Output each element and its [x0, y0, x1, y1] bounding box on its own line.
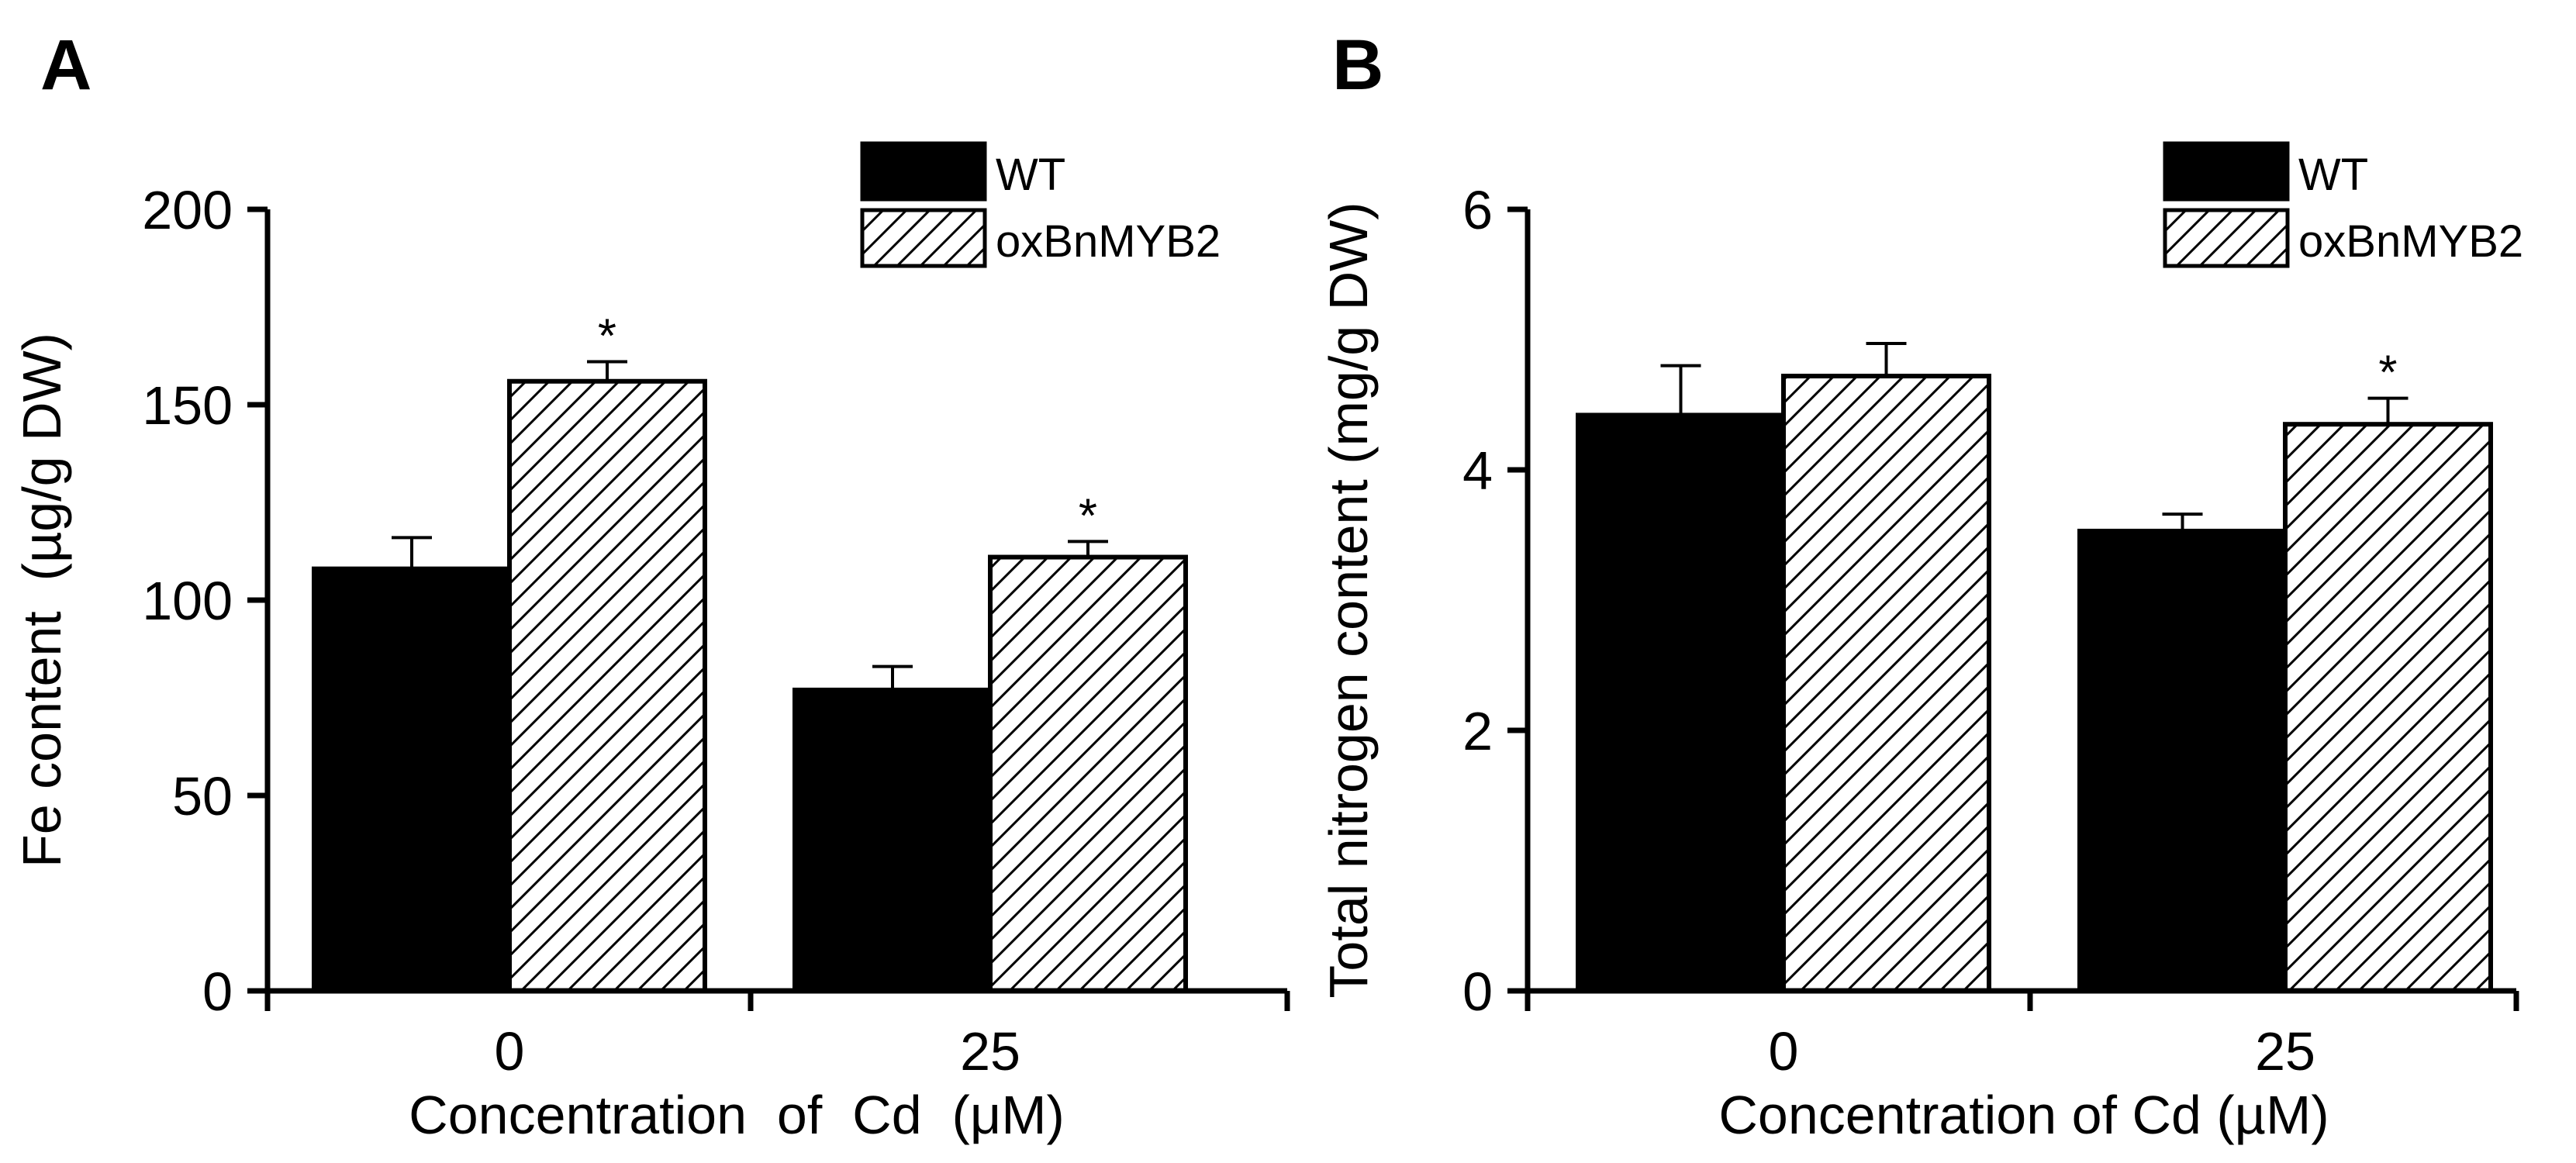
bar-wt-0 — [312, 566, 512, 993]
error-bar-oxbnmyb2-0 — [587, 360, 627, 381]
x-tick-label: 25 — [2255, 1021, 2315, 1082]
x-tick-label: 0 — [1769, 1021, 1799, 1082]
legend-label-oxbnmyb2: oxBnMYB2 — [2298, 216, 2523, 267]
significance-mark: * — [2378, 347, 2397, 400]
bar-oxbnmyb2-0 — [507, 378, 707, 993]
y-tick-label: 0 — [1462, 961, 1493, 1022]
y-tick-label: 150 — [142, 375, 233, 436]
y-tick-label: 200 — [142, 180, 233, 240]
x-axis-title: Concentration of Cd (µM) — [1718, 1085, 2329, 1145]
bar-wt-25 — [792, 687, 993, 993]
y-tick-label: 2 — [1462, 701, 1493, 761]
error-bar-oxbnmyb2-0 — [1866, 342, 1907, 377]
legend-label-oxbnmyb2: oxBnMYB2 — [996, 216, 1221, 267]
error-bar-wt-0 — [1660, 364, 1701, 416]
legend-label-wt: WT — [996, 150, 1065, 200]
bar-oxbnmyb2-25 — [988, 554, 1188, 993]
error-bar-oxbnmyb2-25 — [1068, 540, 1108, 557]
error-bar-oxbnmyb2-25 — [2367, 396, 2409, 425]
legend-swatch-wt — [860, 141, 987, 202]
error-bar-wt-25 — [872, 664, 913, 690]
x-tick-label: 0 — [495, 1021, 525, 1082]
legend-swatch-oxbnmyb2 — [860, 208, 987, 268]
error-bar-wt-25 — [2162, 512, 2203, 531]
significance-mark: * — [598, 310, 616, 364]
panel-label-b: B — [1332, 26, 1383, 105]
bar-oxbnmyb2-0 — [1781, 374, 1991, 994]
bar-wt-0 — [1576, 412, 1786, 993]
y-tick-label: 50 — [172, 766, 233, 827]
significance-mark: * — [1079, 489, 1097, 543]
bar-oxbnmyb2-25 — [2283, 422, 2493, 993]
legend-label-wt: WT — [2298, 150, 2368, 200]
x-tick-label: 25 — [960, 1021, 1020, 1082]
panel-label-a: A — [40, 26, 92, 105]
y-tick-label: 4 — [1462, 440, 1493, 501]
legend-swatch-wt — [2163, 141, 2290, 202]
x-axis-title: Concentration of Cd (μM) — [409, 1085, 1065, 1145]
legend-swatch-oxbnmyb2 — [2163, 208, 2290, 268]
bar-wt-25 — [2077, 528, 2288, 993]
y-tick-label: 6 — [1462, 180, 1493, 240]
y-tick-label: 100 — [142, 571, 233, 631]
y-axis-title: Fe content (µg/g DW) — [12, 333, 72, 868]
error-bar-wt-0 — [392, 536, 432, 569]
y-axis-title: Total nitrogen content (mg/g DW) — [1318, 202, 1379, 998]
y-tick-label: 0 — [202, 961, 233, 1022]
